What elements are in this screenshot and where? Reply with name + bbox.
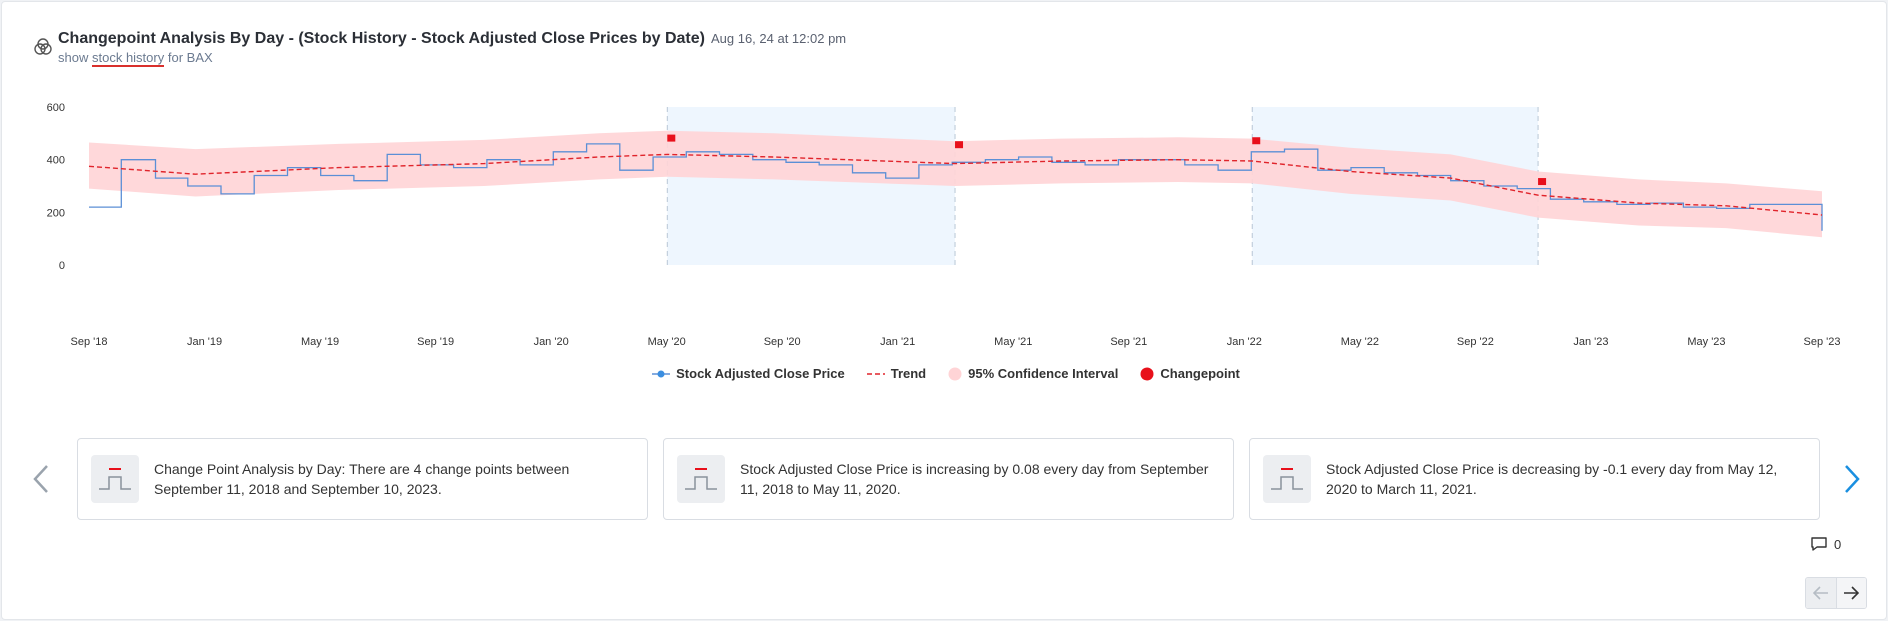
changepoint-chart: 0 200 400 600 Sep '18 Jan '19 May '19 Sep '19 Ja… bbox=[47, 102, 1841, 348]
changepoint-marker bbox=[955, 141, 964, 149]
legend-item-trend[interactable]: Trend bbox=[866, 366, 927, 381]
y-tick-label: 200 bbox=[47, 207, 65, 219]
legend-price-marker bbox=[652, 370, 671, 377]
legend-band-marker bbox=[948, 367, 962, 380]
x-tick-label: May '20 bbox=[648, 336, 686, 348]
timestamp: Aug 16, 24 at 12:02 pm bbox=[710, 31, 847, 46]
x-tick-label: Sep '21 bbox=[1110, 336, 1147, 348]
y-tick-label: 400 bbox=[47, 155, 65, 167]
x-tick-label: May '23 bbox=[1687, 336, 1725, 348]
legend-label: Stock Adjusted Close Price bbox=[676, 366, 845, 381]
comment-count: 0 bbox=[1834, 536, 1842, 552]
arrow-left-icon bbox=[1812, 586, 1828, 600]
legend-item-price[interactable]: Stock Adjusted Close Price bbox=[652, 366, 845, 381]
pager-next-button[interactable] bbox=[1835, 578, 1866, 608]
venn-diagram-icon bbox=[34, 38, 52, 55]
x-tick-label: Jan '22 bbox=[1227, 336, 1262, 348]
page-title: Changepoint Analysis By Day - (Stock His… bbox=[58, 30, 705, 47]
insight-text: Change Point Analysis by Day: There are … bbox=[154, 461, 570, 497]
series-line-trend bbox=[88, 153, 1823, 216]
subtitle-suffix: for BAX bbox=[167, 50, 213, 65]
comment-icon bbox=[1811, 537, 1827, 551]
subtitle-prefix: show bbox=[58, 50, 89, 65]
comments-button[interactable]: 0 bbox=[1810, 536, 1841, 552]
legend-label: Changepoint bbox=[1160, 366, 1240, 381]
x-tick-label: Sep '23 bbox=[1804, 336, 1841, 348]
changepoint-step-icon bbox=[677, 455, 725, 503]
changepoint-marker bbox=[1538, 178, 1547, 186]
chart-area: 0 200 400 600 Sep '18 Jan '19 May '19 Sep '19 Ja… bbox=[2, 87, 1888, 387]
legend-label: 95% Confidence Interval bbox=[968, 366, 1119, 381]
changepoint-marker bbox=[1252, 137, 1261, 145]
pager bbox=[1805, 577, 1867, 609]
stock-history-link[interactable]: stock history bbox=[91, 50, 165, 67]
y-tick-label: 0 bbox=[59, 260, 65, 272]
x-tick-label: Jan '19 bbox=[187, 336, 222, 348]
x-tick-label: Jan '21 bbox=[880, 336, 915, 348]
pager-prev-button[interactable] bbox=[1806, 578, 1836, 608]
changepoint-marker bbox=[667, 134, 676, 142]
x-tick-label: Jan '23 bbox=[1573, 336, 1608, 348]
chart-legend: Stock Adjusted Close Price Trend 95% Con… bbox=[2, 366, 1888, 381]
subtitle: show stock history for BAX bbox=[58, 50, 846, 67]
x-tick-label: Sep '19 bbox=[417, 336, 454, 348]
series-line-price bbox=[89, 143, 1823, 231]
carousel-prev-button[interactable] bbox=[26, 456, 56, 502]
changepoint-step-icon bbox=[1263, 455, 1311, 503]
insight-card[interactable]: Stock Adjusted Close Price is increasing… bbox=[663, 438, 1234, 520]
insight-card[interactable]: Change Point Analysis by Day: There are … bbox=[77, 438, 648, 520]
legend-changepoint-marker bbox=[1140, 367, 1154, 380]
x-tick-label: May '22 bbox=[1341, 336, 1379, 348]
changepoint-region bbox=[667, 107, 956, 265]
insight-text: Stock Adjusted Close Price is increasing… bbox=[740, 461, 1209, 497]
legend-item-changepoint[interactable]: Changepoint bbox=[1140, 366, 1240, 381]
x-tick-label: Sep '20 bbox=[764, 336, 801, 348]
legend-trend-marker bbox=[866, 372, 885, 375]
chevron-left-icon bbox=[33, 465, 48, 493]
chevron-right-icon bbox=[1845, 465, 1860, 493]
y-tick-label: 600 bbox=[47, 102, 65, 114]
insight-text: Stock Adjusted Close Price is decreasing… bbox=[1326, 461, 1778, 497]
x-tick-label: May '19 bbox=[301, 336, 339, 348]
x-tick-label: Sep '18 bbox=[71, 336, 108, 348]
insights-carousel: Change Point Analysis by Day: There are … bbox=[2, 438, 1888, 520]
legend-item-confidence[interactable]: 95% Confidence Interval bbox=[948, 366, 1118, 381]
x-tick-label: Sep '22 bbox=[1457, 336, 1494, 348]
confidence-band bbox=[89, 130, 1822, 238]
x-tick-label: May '21 bbox=[994, 336, 1032, 348]
insight-card[interactable]: Stock Adjusted Close Price is decreasing… bbox=[1249, 438, 1820, 520]
chart-header: Changepoint Analysis By Day - (Stock His… bbox=[34, 30, 847, 67]
changepoint-step-icon bbox=[91, 455, 139, 503]
arrow-right-icon bbox=[1844, 586, 1860, 600]
legend-label: Trend bbox=[890, 366, 927, 381]
x-tick-label: Jan '20 bbox=[534, 336, 569, 348]
carousel-next-button[interactable] bbox=[1837, 456, 1867, 502]
